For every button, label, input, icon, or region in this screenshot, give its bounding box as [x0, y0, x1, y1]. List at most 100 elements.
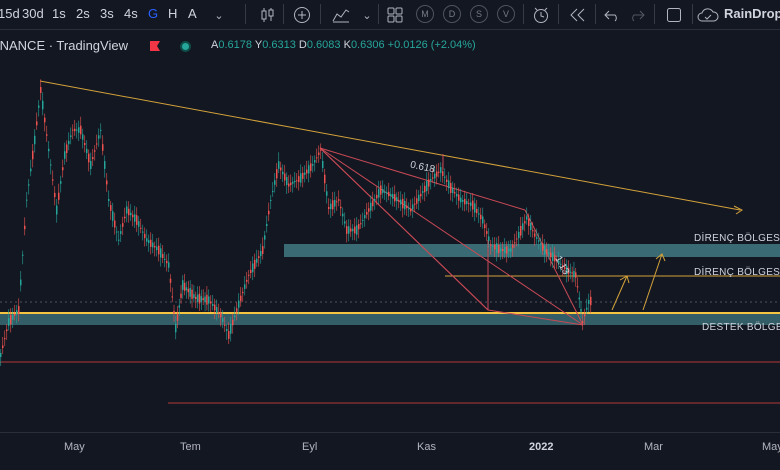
symbol-name[interactable]: INANCE · TradingView	[0, 38, 128, 53]
price-chart[interactable]	[0, 60, 780, 432]
timeframe-15d[interactable]: 15d	[0, 6, 20, 21]
candle-body	[590, 296, 592, 306]
projection-arrows[interactable]	[611, 253, 666, 311]
descending-trendline[interactable]	[39, 80, 741, 211]
replay-icon[interactable]	[567, 4, 589, 26]
candle-body	[296, 180, 298, 182]
candle-body	[118, 239, 120, 241]
candle-body	[268, 210, 270, 215]
candle-body	[152, 242, 154, 248]
candle-body	[68, 140, 70, 145]
candle-body	[212, 304, 214, 306]
timeframe-30d[interactable]: 30d	[22, 6, 44, 21]
candle-body	[332, 200, 334, 210]
layout-grid-icon[interactable]	[384, 4, 406, 26]
circle-button-v[interactable]: V	[497, 5, 515, 23]
time-axis-label: Kas	[417, 441, 436, 453]
circle-button-m[interactable]: M	[416, 5, 434, 23]
alert-clock-icon[interactable]	[530, 4, 552, 26]
candle-body	[430, 179, 432, 181]
candle-body	[264, 235, 266, 240]
candle-body	[438, 171, 440, 173]
circle-button-d[interactable]: D	[443, 5, 461, 23]
candle-body	[444, 176, 446, 178]
candle-body	[340, 206, 342, 209]
candle-body	[422, 191, 424, 193]
time-axis-label: May	[64, 441, 85, 453]
candle-body	[376, 194, 378, 199]
candle-body	[126, 206, 128, 214]
candle-body	[132, 214, 134, 218]
candle-body	[338, 199, 340, 201]
candle-body	[502, 248, 504, 252]
resistance-zone-upper[interactable]	[284, 244, 780, 257]
fullscreen-icon[interactable]	[663, 4, 685, 26]
circle-button-s[interactable]: S	[470, 5, 488, 23]
candle-body	[588, 300, 590, 304]
candle-body	[248, 274, 250, 276]
brand-label: RainDropC	[724, 6, 780, 21]
candle-body	[504, 247, 506, 253]
candle-body	[314, 160, 316, 163]
candle-body	[302, 172, 304, 179]
timeframe-4s[interactable]: 4s	[124, 6, 138, 21]
candle-body	[104, 161, 106, 169]
candle-body	[114, 220, 116, 228]
candle-body	[158, 245, 160, 255]
candle-body	[2, 345, 4, 348]
candlestick-chart-icon[interactable]	[256, 4, 278, 26]
candle-body	[424, 185, 426, 193]
add-indicator-icon[interactable]	[291, 4, 313, 26]
candle-body	[62, 167, 64, 171]
timeframe-1s[interactable]: 1s	[52, 6, 66, 21]
candle-body	[92, 156, 94, 160]
timeframe-3s[interactable]: 3s	[100, 6, 114, 21]
candle-body	[378, 189, 380, 198]
candle-body	[318, 152, 320, 155]
candlestick-series	[0, 79, 592, 366]
timeframe-a[interactable]: A	[188, 6, 197, 21]
change-value: +0.0126 (+2.04%)	[387, 39, 476, 51]
candle-body	[542, 243, 544, 251]
candle-body	[512, 244, 514, 248]
toolbar-divider	[595, 4, 596, 24]
pattern-drawing[interactable]	[319, 147, 584, 326]
candle-body	[436, 171, 438, 177]
timeframe-2s[interactable]: 2s	[76, 6, 90, 21]
candle-body	[18, 306, 20, 314]
candle-body	[408, 208, 410, 210]
candle-body	[516, 238, 518, 240]
candle-body	[200, 296, 203, 302]
candle-body	[260, 251, 262, 257]
toolbar-divider	[558, 4, 559, 24]
redo-icon[interactable]	[626, 4, 648, 26]
candle-body	[420, 193, 422, 197]
candle-body	[312, 164, 314, 166]
timeframe-h[interactable]: H	[168, 6, 178, 21]
flag-icon[interactable]	[150, 41, 160, 51]
toolbar-divider	[654, 4, 655, 24]
candle-body	[218, 312, 220, 314]
candle-body	[548, 252, 550, 255]
chevron-down-icon[interactable]: ⌄	[214, 9, 224, 22]
chevron-down-icon[interactable]: ⌄	[362, 9, 372, 22]
cloud-icon[interactable]	[697, 4, 719, 26]
indicators-icon[interactable]	[330, 4, 352, 26]
candle-body	[290, 182, 292, 186]
candle-body	[256, 258, 258, 263]
market-status-icon	[180, 41, 191, 52]
toolbar-divider	[523, 4, 524, 24]
candle-body	[298, 176, 300, 183]
timeframe-g[interactable]: G	[148, 6, 159, 21]
candle-body	[14, 313, 16, 316]
candle-body	[0, 353, 2, 357]
candle-body	[224, 324, 226, 326]
candle-body	[460, 197, 462, 203]
candle-body	[262, 246, 264, 254]
undo-icon[interactable]	[601, 4, 623, 26]
candle-body	[128, 208, 130, 216]
candle-body	[244, 284, 246, 289]
time-axis[interactable]: May Tem Eyl Kas 2022 Mar May	[0, 432, 780, 470]
candle-body	[44, 117, 46, 123]
candle-body	[488, 236, 490, 242]
